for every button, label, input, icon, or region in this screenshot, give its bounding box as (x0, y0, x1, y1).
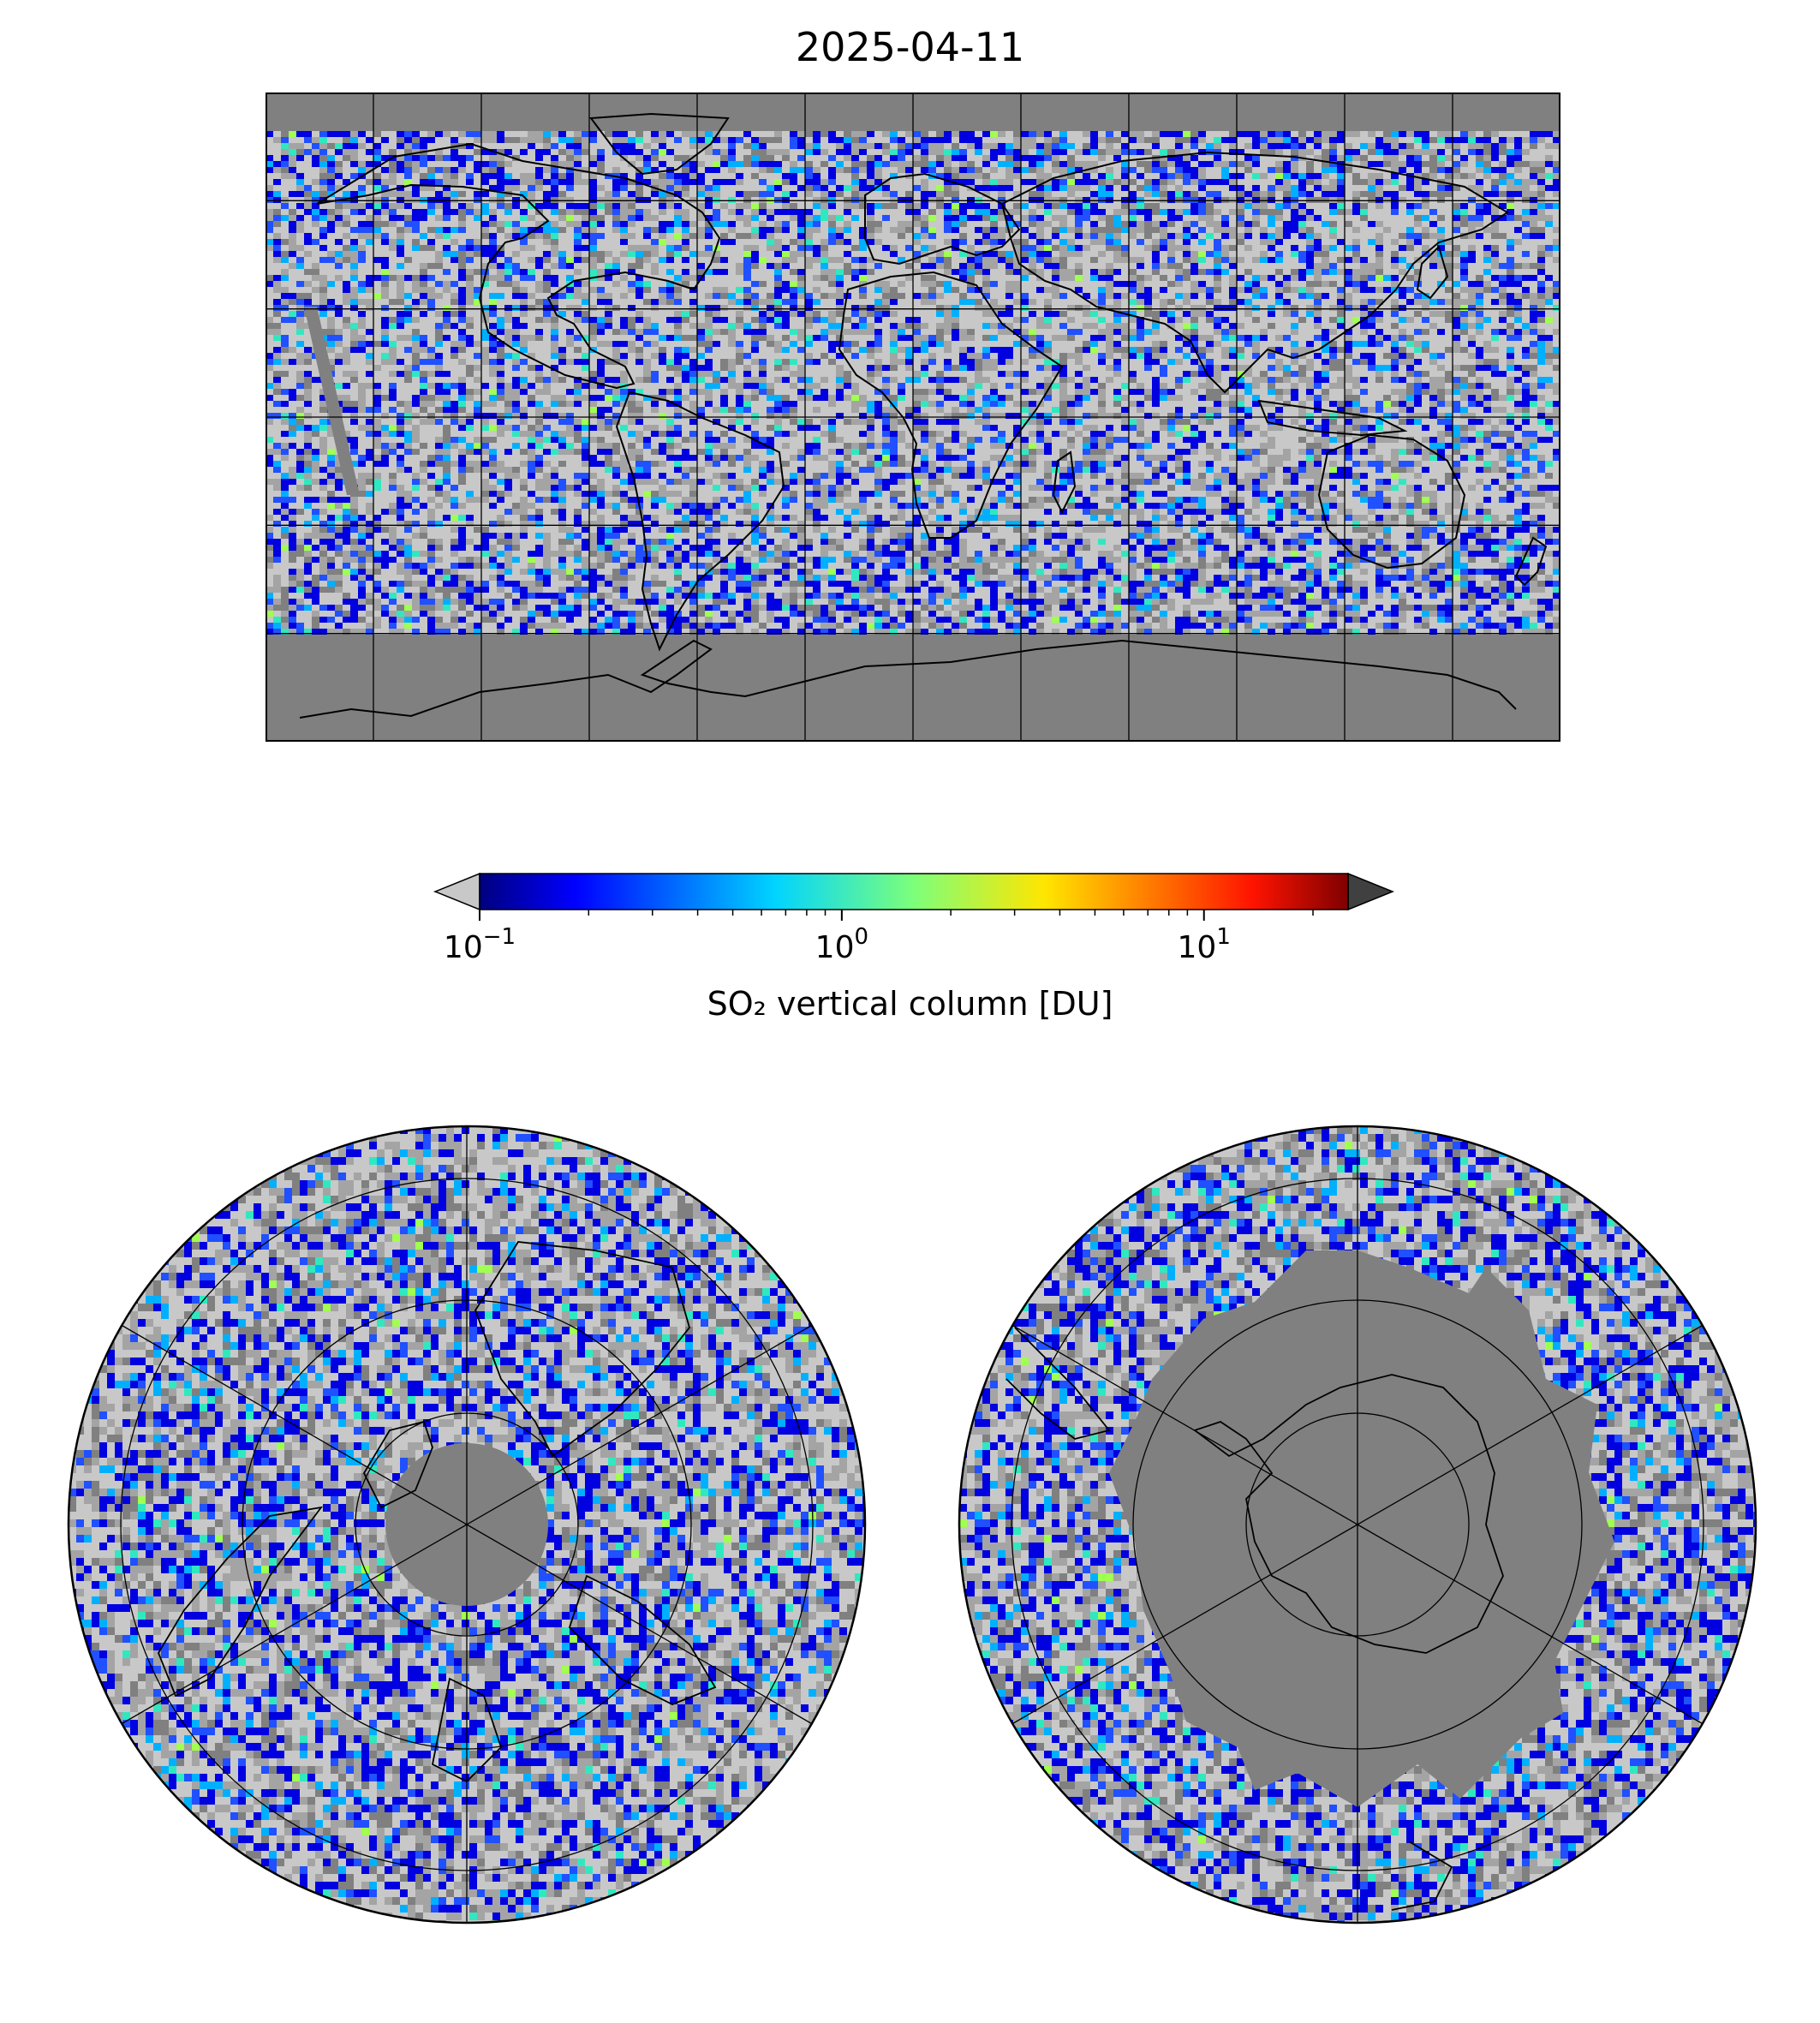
north-polar-map (67, 1125, 867, 1925)
coastline-asia (1000, 151, 1509, 394)
south-coastlines (1005, 1327, 1504, 1911)
north-gridlines (117, 1126, 816, 1923)
coastline-australia-south (1391, 1841, 1453, 1911)
colorbar-over-extension (1347, 872, 1395, 911)
coastline-greenland (589, 112, 730, 176)
coastline-japan (1416, 245, 1449, 300)
north-map-frame (67, 1125, 867, 1925)
global-map-frame (266, 92, 1560, 742)
coastline-new-zealand (1514, 536, 1548, 587)
coastline-antarctica-south (1193, 1374, 1504, 1654)
figure-title: 2025-04-11 (0, 24, 1820, 70)
colorbar-tick-labels: 10−1 100 101 (444, 924, 1231, 965)
colorbar-label: SO₂ vertical column [DU] (0, 985, 1820, 1023)
coastline-madagascar (1052, 451, 1077, 515)
coastline-indonesia (1257, 399, 1408, 437)
south-gridlines (1008, 1126, 1707, 1923)
south-map-frame (958, 1125, 1757, 1925)
coastline-greenland-north (362, 1420, 433, 1509)
coastline-australia (1317, 433, 1466, 570)
coastline-south-america-south (1005, 1327, 1111, 1440)
colorbar-tick-label: 10−1 (444, 924, 516, 965)
coastline-north-america (316, 142, 721, 390)
colorbar-under-extension (433, 872, 480, 911)
coastline-siberia (568, 1574, 717, 1705)
south-polar-no-data-region (1109, 1250, 1614, 1807)
coastline-antarctica (299, 639, 1517, 719)
global-map (266, 92, 1560, 742)
colorbar-gradient (480, 874, 1348, 910)
coastline-south-america (615, 391, 785, 652)
colorbar: 10−1 100 101 (433, 872, 1395, 965)
colorbar-tick-label: 100 (815, 924, 868, 965)
global-coastlines (299, 112, 1548, 719)
global-gridlines (266, 92, 1560, 742)
colorbar-tick-label: 101 (1178, 924, 1231, 965)
coastline-north-america-north (157, 1506, 324, 1698)
coastline-eurasia-north (474, 1241, 690, 1458)
coastline-africa (838, 271, 1064, 539)
coastline-europe (864, 172, 1021, 266)
south-polar-map (958, 1125, 1757, 1925)
colorbar-ticks (479, 910, 1314, 921)
colorbar-frame (479, 873, 1349, 910)
